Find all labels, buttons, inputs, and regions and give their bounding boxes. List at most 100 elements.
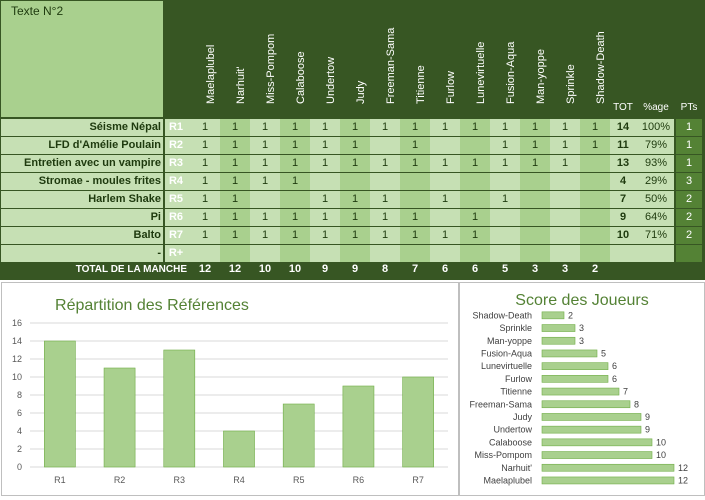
category-label: Freeman-Sama <box>469 399 532 409</box>
references-chart-panel: Répartition des Références 0 2 4 6 8 10 12 14 16… <box>1 282 459 496</box>
total-value: 6 <box>441 263 449 275</box>
tot-header: TOT <box>613 102 633 113</box>
bar <box>541 362 609 370</box>
references-chart: Répartition des Références 0 2 4 6 8 10 12 14 16… <box>12 297 448 485</box>
player-header-sprinkle: Sprinkle <box>557 8 577 116</box>
total-value: 9 <box>321 263 329 275</box>
table-cell <box>220 245 250 262</box>
round-label: Séisme Népal <box>1 119 163 136</box>
round-id: R1 <box>168 121 184 133</box>
bar <box>541 425 642 434</box>
table-cell <box>550 191 580 208</box>
player-header-freeman-sama: Freeman-Sama <box>377 8 397 116</box>
x-tick-label: R5 <box>293 475 305 485</box>
table-cell: 1 <box>370 191 400 208</box>
table-cell <box>370 137 400 154</box>
table-cell: 1 <box>460 227 490 244</box>
table-cell: 1 <box>280 137 310 154</box>
data-label: 12 <box>678 463 688 473</box>
bar <box>541 476 675 485</box>
table-cell: 1 <box>490 137 520 154</box>
table-cell <box>430 173 460 190</box>
player-header-lunevirtuelle: Lunevirtuelle <box>467 8 487 116</box>
data-label: 9 <box>645 412 650 422</box>
table-cell: 1 <box>190 155 220 172</box>
table-cell <box>190 245 220 262</box>
round-id: R3 <box>168 157 184 169</box>
player-header-label: Lunevirtuelle <box>474 41 487 104</box>
table-cell <box>580 209 610 226</box>
bar <box>541 324 576 332</box>
player-header-label: Fusion-Aqua <box>504 41 517 104</box>
table-cell <box>580 191 610 208</box>
table-cell: 1 <box>340 227 370 244</box>
category-label: Fusion-Aqua <box>481 348 532 358</box>
table-cell: 1 <box>250 209 280 226</box>
data-label: 10 <box>656 437 666 447</box>
table-cell <box>520 227 550 244</box>
total-value: 12 <box>198 263 212 275</box>
table-cell <box>310 173 340 190</box>
round-pct: 100% <box>638 119 674 136</box>
y-tick-label: 2 <box>17 444 22 454</box>
pts-header: PTs <box>680 102 698 113</box>
table-cell <box>430 245 460 262</box>
round-id: R2 <box>168 139 184 151</box>
round-tot: 9 <box>610 209 636 226</box>
category-label: Narhuit' <box>501 463 532 473</box>
table-cell: 1 <box>190 209 220 226</box>
bar <box>223 430 255 468</box>
x-tick-label: R6 <box>353 475 365 485</box>
category-label: Man-yoppe <box>487 336 532 346</box>
table-cell: 1 <box>340 119 370 136</box>
table-cell: 1 <box>340 191 370 208</box>
table-cell: 1 <box>460 155 490 172</box>
round-pts: 3 <box>676 173 702 190</box>
table-title: Texte N°2 <box>11 4 64 18</box>
player-header-miss-pompom: Miss-Pompom <box>257 8 277 116</box>
player-header-label: Freeman-Sama <box>384 27 397 104</box>
x-tick-label: R2 <box>114 475 126 485</box>
table-cell: 1 <box>190 137 220 154</box>
player-header-label: Man-yoppe <box>534 48 547 104</box>
table-cell: 1 <box>340 137 370 154</box>
bar <box>44 340 76 468</box>
table-cell: 1 <box>430 227 460 244</box>
data-label: 3 <box>579 336 584 346</box>
total-value: 7 <box>411 263 419 275</box>
table-cell <box>520 209 550 226</box>
round-id: R7 <box>168 229 184 241</box>
round-pct: 93% <box>638 155 674 172</box>
round-tot: 14 <box>610 119 636 136</box>
category-label: Lunevirtuelle <box>481 361 532 371</box>
table-cell <box>490 227 520 244</box>
bar <box>541 336 576 345</box>
round-pct: 79% <box>638 137 674 154</box>
table-cell: 1 <box>280 119 310 136</box>
table-cell <box>580 173 610 190</box>
round-label: - <box>1 245 163 262</box>
total-label: TOTAL DE LA MANCHE <box>75 264 187 275</box>
table-cell: 1 <box>460 209 490 226</box>
table-cell: 1 <box>220 155 250 172</box>
round-pct: 71% <box>638 227 674 244</box>
round-pct: 50% <box>638 191 674 208</box>
table-cell <box>250 245 280 262</box>
data-label: 2 <box>568 310 573 320</box>
table-cell: 1 <box>220 227 250 244</box>
round-label: Pi <box>1 209 163 226</box>
table-cell: 1 <box>550 119 580 136</box>
table-cell: 1 <box>310 155 340 172</box>
table-cell <box>490 245 520 262</box>
pct-header: %age <box>643 102 669 113</box>
table-cell <box>250 191 280 208</box>
bar <box>402 376 434 468</box>
table-cell <box>550 245 580 262</box>
round-id: R5 <box>168 193 184 205</box>
player-score-chart-title: Score des Joueurs <box>515 292 648 309</box>
round-tot <box>610 245 636 262</box>
table-cell: 1 <box>520 137 550 154</box>
table-cell: 1 <box>490 119 520 136</box>
table-cell: 1 <box>340 155 370 172</box>
table-cell: 1 <box>220 119 250 136</box>
